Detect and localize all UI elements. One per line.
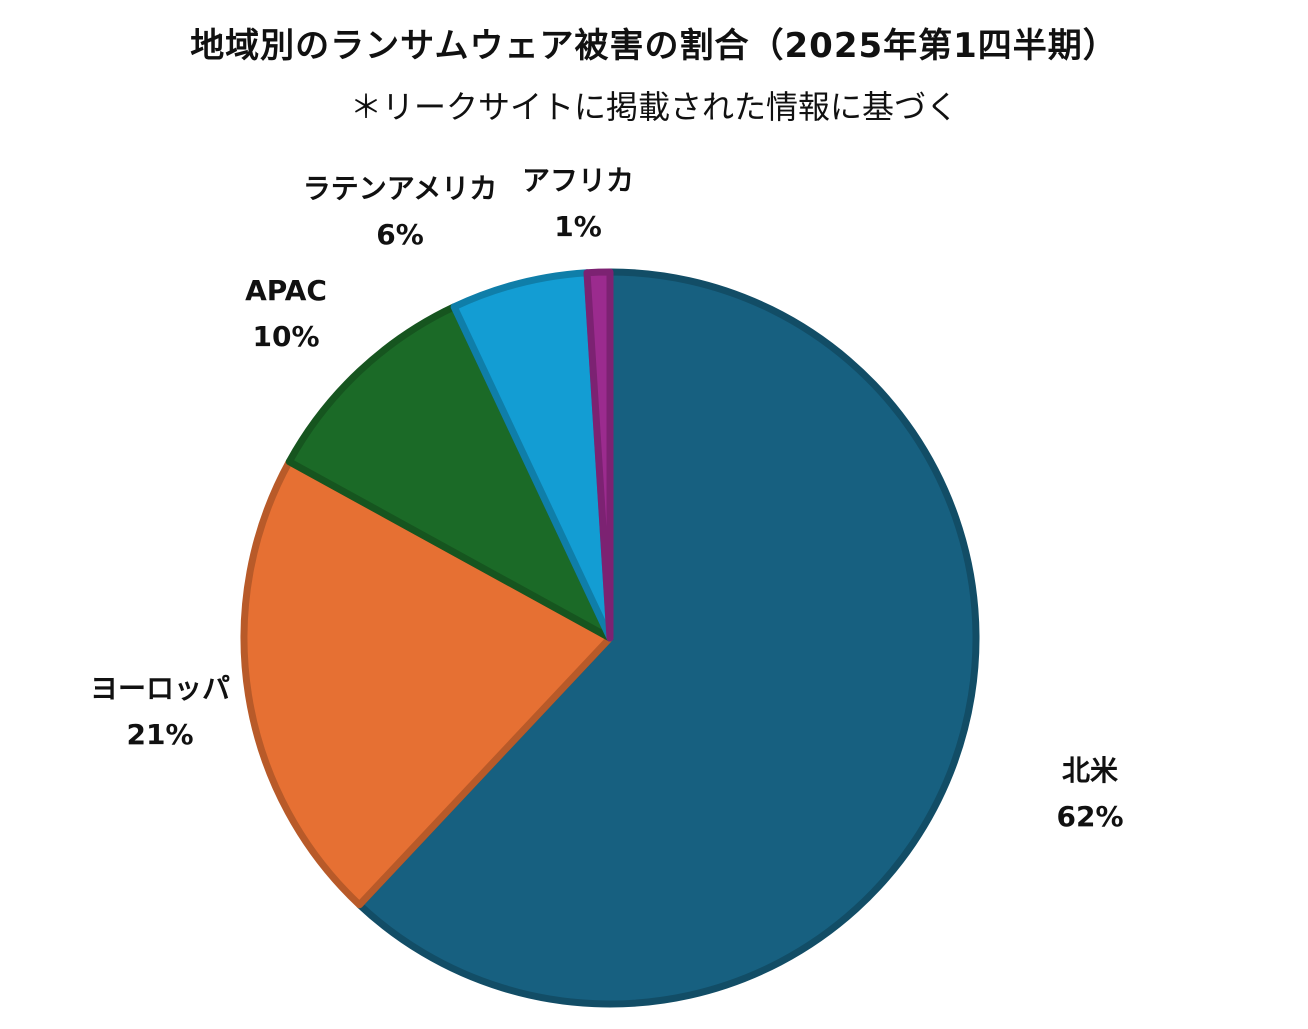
slice-label-value: 1%	[554, 210, 602, 243]
slice-label-name: ヨーロッパ	[90, 672, 230, 705]
pie-slice-5	[583, 268, 614, 642]
pie-labels: 北米 62% ヨーロッパ 21% APAC 10% ラテンアメリカ 6% アフリカ 1%	[90, 164, 1124, 833]
slice-label-name: APAC	[245, 274, 327, 307]
slice-label-value: 10%	[252, 320, 319, 353]
slice-label-name: ラテンアメリカ	[303, 172, 498, 205]
slice-label-value: 21%	[126, 718, 193, 751]
pie-slices	[240, 268, 980, 1008]
slice-label-name: 北米	[1062, 754, 1118, 787]
chart-subtitle: ＊リークサイトに掲載された情報に基づく	[349, 88, 958, 126]
pie-slice-1	[355, 268, 980, 1008]
slice-label-name: アフリカ	[522, 164, 634, 197]
chart-title: 地域別のランサムウェア被害の割合（2025年第1四半期）	[190, 26, 1118, 66]
slice-label-value: 6%	[376, 218, 424, 251]
slice-label-value: 62%	[1056, 800, 1123, 833]
pie-slice-2	[240, 458, 614, 909]
pie-slice-3	[285, 303, 614, 642]
